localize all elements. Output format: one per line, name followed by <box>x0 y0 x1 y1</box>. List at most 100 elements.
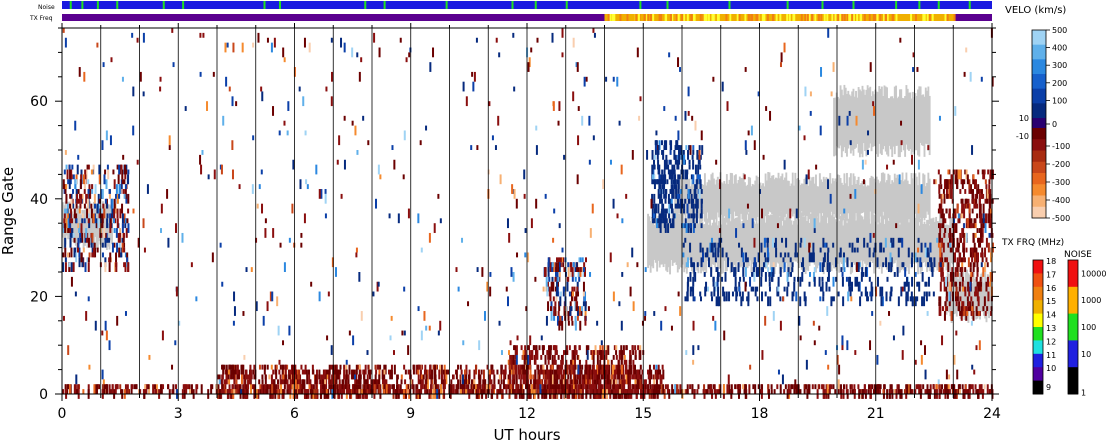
velocity-echo <box>118 237 121 243</box>
velocity-echo <box>113 242 116 248</box>
velocity-echo <box>568 364 571 375</box>
velocity-echo <box>916 296 919 302</box>
velocity-echo <box>795 384 798 394</box>
velocity-echo <box>692 145 695 150</box>
velocity-echo <box>108 340 111 351</box>
velocity-echo <box>552 262 555 272</box>
velocity-echo <box>223 364 226 370</box>
velocity-echo <box>638 374 641 380</box>
velocity-echo <box>826 262 829 272</box>
velocity-echo <box>475 37 478 43</box>
velocity-echo <box>190 384 193 394</box>
velocity-echo <box>554 306 557 316</box>
velocity-echo <box>547 359 550 365</box>
velocity-echo <box>76 164 79 175</box>
velocity-echo <box>98 174 101 185</box>
velocity-echo <box>250 267 253 272</box>
velocity-echo <box>639 96 642 102</box>
velocity-echo <box>900 286 903 297</box>
velocity-echo <box>567 374 570 380</box>
velocity-echo <box>455 267 458 272</box>
velocity-echo <box>308 384 311 390</box>
velocity-echo <box>694 120 697 131</box>
velocity-echo <box>83 189 86 194</box>
txfreq-tick <box>652 14 655 21</box>
velocity-echo <box>244 369 247 380</box>
velocity-echo <box>976 389 979 394</box>
ground-scatter-cell <box>744 182 746 224</box>
velocity-echo <box>718 179 721 190</box>
velocity-echo <box>240 374 243 385</box>
velocity-echo <box>873 106 876 116</box>
velocity-echo <box>783 286 786 292</box>
velocity-echo <box>982 306 985 312</box>
velocity-echo <box>490 379 493 385</box>
velocity-echo <box>159 76 162 82</box>
velocity-echo <box>577 374 580 380</box>
velocity-echo <box>692 223 695 233</box>
ground-scatter-cell <box>905 85 908 145</box>
velocity-echo <box>943 311 946 321</box>
velocity-echo <box>80 223 83 233</box>
velocity-echo <box>536 379 539 390</box>
velocity-echo <box>437 384 440 390</box>
ground-scatter-cell <box>873 178 876 214</box>
ground-scatter-cell <box>731 173 733 221</box>
velocity-echo <box>124 184 127 190</box>
velocity-echo <box>946 193 949 199</box>
ground-scatter-cell <box>803 178 806 216</box>
ground-scatter-cell <box>844 212 847 263</box>
velocity-echo <box>300 389 303 394</box>
velocity-echo <box>230 389 233 394</box>
txfreq-tick <box>619 14 622 21</box>
ground-scatter-cell <box>737 180 740 215</box>
ground-scatter-cell <box>763 186 766 225</box>
velocity-echo <box>330 364 333 370</box>
velocity-echo <box>821 262 824 272</box>
velocity-echo <box>837 291 840 297</box>
ground-scatter-cell <box>817 186 820 218</box>
velocity-echo <box>104 198 107 204</box>
ground-scatter-cell <box>767 172 770 215</box>
velocity-echo <box>139 71 142 82</box>
noise-spike <box>852 1 855 9</box>
velocity-echo <box>681 169 684 180</box>
velocity-echo <box>716 267 719 272</box>
velocity-echo <box>679 389 682 394</box>
velocity-echo <box>687 223 690 233</box>
velocity-echo <box>692 345 695 355</box>
ground-scatter-cell <box>688 216 691 261</box>
velocity-echo <box>65 184 68 190</box>
velocity-echo <box>66 389 69 394</box>
ground-scatter-cell <box>742 213 745 268</box>
velocity-echo <box>547 389 550 394</box>
velocity-echo <box>668 52 671 58</box>
ground-scatter-cell <box>793 220 795 261</box>
velocity-echo <box>750 125 753 136</box>
velocity-echo <box>82 247 85 253</box>
velocity-echo <box>802 257 805 268</box>
ground-scatter-cell <box>731 220 733 265</box>
ground-scatter-cell <box>911 91 914 153</box>
velocity-echo <box>668 213 671 219</box>
velocity-echo <box>937 208 940 214</box>
velocity-echo <box>692 150 695 155</box>
velocity-echo <box>948 281 951 292</box>
ground-scatter-cell <box>871 176 874 225</box>
ground-scatter-cell <box>839 85 842 146</box>
velocity-echo <box>724 272 727 282</box>
velocity-echo <box>114 384 117 394</box>
velocity-echo <box>558 320 561 331</box>
velocity-echo <box>82 389 85 394</box>
velocity-echo <box>343 374 346 380</box>
velocity-echo <box>378 47 381 58</box>
velocity-echo <box>764 272 767 282</box>
ground-scatter-cell <box>842 184 845 221</box>
velocity-echo <box>324 193 327 204</box>
velocity-echo <box>948 179 951 185</box>
ground-scatter-cell <box>786 217 789 275</box>
velocity-echo <box>845 389 848 394</box>
velocity-echo <box>958 242 961 248</box>
ground-scatter-cell <box>848 211 851 261</box>
velocity-echo <box>767 267 770 272</box>
